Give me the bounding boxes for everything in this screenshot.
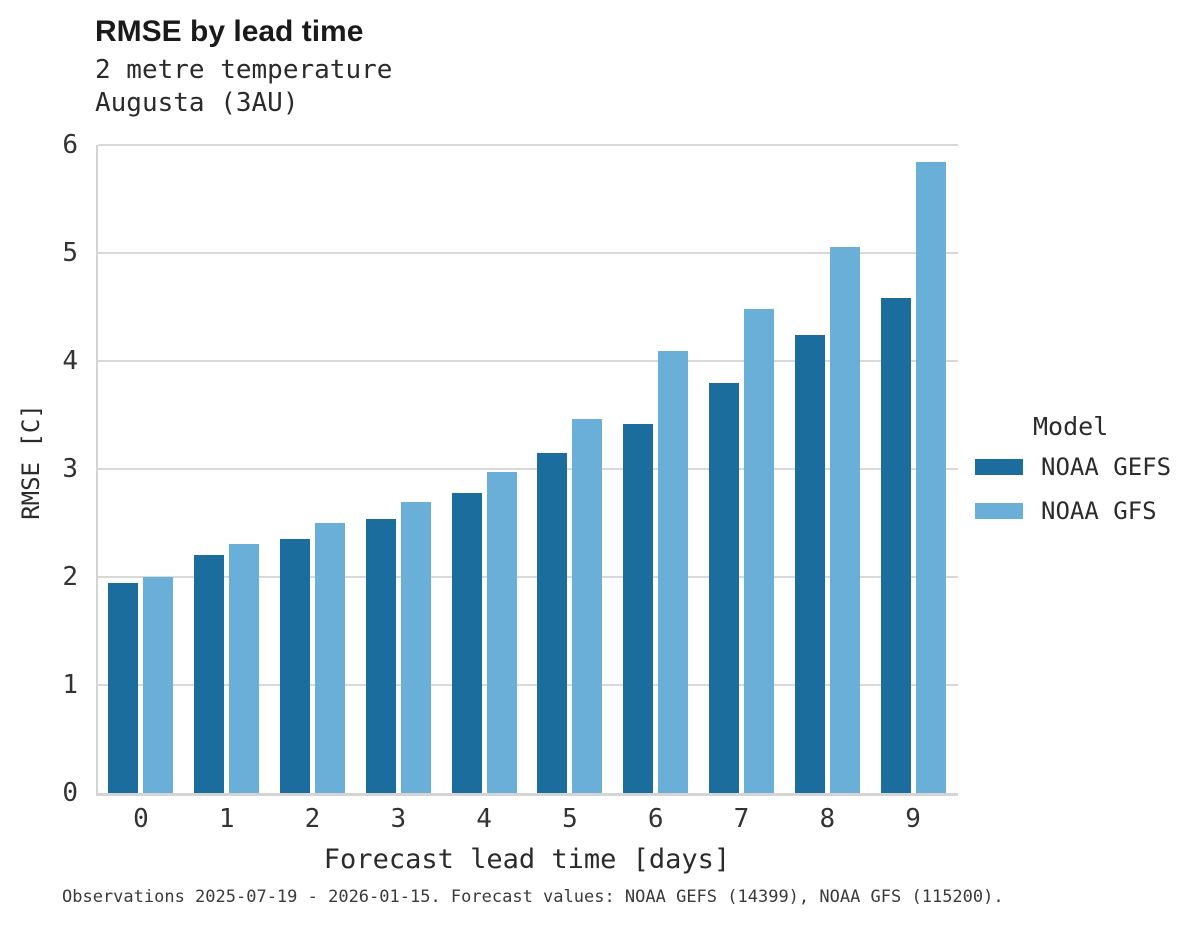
bar-noaa-gfs-lead-7: [744, 309, 774, 793]
x-tick-5: 5: [562, 804, 578, 834]
x-tick-2: 2: [304, 804, 321, 834]
x-tick-4: 4: [476, 804, 492, 834]
bar-noaa-gefs-lead-6: [623, 423, 654, 793]
bar-noaa-gefs-lead-3: [365, 518, 396, 793]
legend-swatch-noaa-gfs-icon: [975, 503, 1023, 519]
caption: Observations 2025-07-19 - 2026-01-15. Fo…: [62, 887, 1004, 907]
y-tick-3: 3: [62, 454, 78, 484]
legend-label-noaa-gfs: NOAA GFS: [1041, 497, 1157, 525]
bar-noaa-gefs-lead-1: [194, 555, 225, 793]
legend-swatch-noaa-gefs-icon: [975, 459, 1023, 475]
bar-noaa-gfs-lead-3: [400, 502, 431, 793]
x-tick-9: 9: [905, 804, 921, 834]
bar-noaa-gfs-lead-6: [658, 351, 689, 793]
x-tick-1: 1: [218, 804, 235, 834]
gridline-y-6: [98, 144, 958, 146]
gridline-y-5: [98, 252, 958, 254]
legend-title: Model: [1033, 412, 1109, 441]
x-tick-0: 0: [133, 804, 149, 834]
bar-noaa-gfs-lead-9: [915, 162, 946, 793]
gridline-y-3: [98, 468, 958, 470]
x-tick-8: 8: [819, 804, 836, 834]
bar-noaa-gefs-lead-8: [794, 335, 825, 793]
x-tick-3: 3: [390, 804, 407, 834]
gridline-y-1: [98, 684, 958, 686]
bar-noaa-gfs-lead-5: [572, 419, 603, 793]
legend-label-noaa-gefs: NOAA GEFS: [1041, 453, 1172, 481]
y-tick-1: 1: [62, 670, 78, 700]
x-axis-spine: [96, 793, 958, 796]
y-tick-0: 0: [62, 778, 78, 808]
y-tick-6: 6: [62, 130, 78, 160]
bar-noaa-gefs-lead-2: [280, 539, 310, 793]
chart-header: RMSE by lead time 2 metre temperature Au…: [95, 14, 392, 120]
chart-subtitle-line-2: Augusta (3AU): [95, 88, 299, 118]
legend-entry-noaa-gfs: NOAA GFS: [975, 497, 1171, 525]
y-axis-spine: [96, 145, 98, 795]
bar-noaa-gfs-lead-0: [143, 577, 174, 793]
bar-noaa-gefs-lead-4: [451, 492, 482, 793]
legend: Model NOAA GEFS NOAA GFS: [975, 412, 1171, 541]
gridline-y-4: [98, 360, 958, 362]
chart-subtitle-line-1: 2 metre temperature: [95, 55, 393, 85]
y-tick-4: 4: [62, 346, 78, 376]
y-tick-2: 2: [62, 562, 78, 592]
bar-noaa-gfs-lead-8: [829, 246, 860, 793]
bar-noaa-gfs-lead-1: [229, 543, 260, 793]
bar-noaa-gefs-lead-0: [108, 583, 139, 793]
plot-area: [96, 144, 958, 796]
bar-noaa-gefs-lead-7: [709, 382, 739, 793]
chart-title: RMSE by lead time: [95, 15, 364, 48]
x-axis-title: Forecast lead time [days]: [323, 844, 731, 875]
bar-noaa-gfs-lead-4: [486, 472, 517, 793]
bar-noaa-gefs-lead-9: [880, 298, 911, 793]
gridline-y-2: [98, 576, 958, 578]
x-tick-7: 7: [733, 804, 750, 834]
bar-noaa-gefs-lead-5: [537, 452, 568, 793]
y-tick-5: 5: [62, 238, 78, 268]
bar-noaa-gfs-lead-2: [315, 523, 345, 793]
x-tick-6: 6: [647, 804, 664, 834]
legend-entry-noaa-gefs: NOAA GEFS: [975, 453, 1171, 481]
